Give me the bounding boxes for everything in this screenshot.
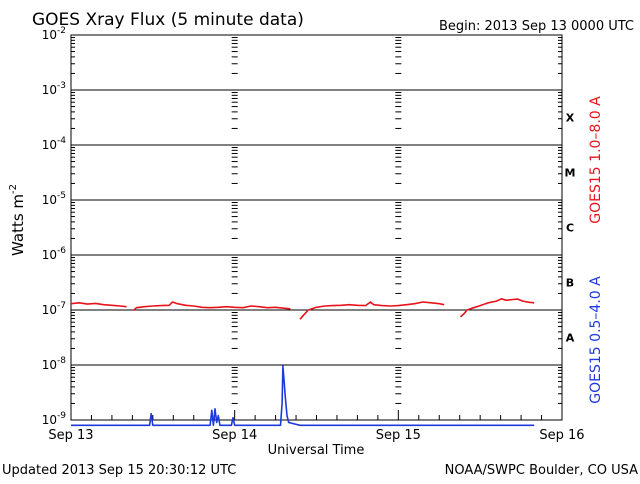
legend-goes15-short: GOES15 0.5–4.0 A bbox=[588, 276, 604, 404]
x-tick-labels: Sep 13 Sep 14 Sep 15 Sep 16 bbox=[48, 428, 584, 443]
chart-title: GOES Xray Flux (5 minute data) bbox=[32, 10, 304, 30]
y-tick-label: 10-7 bbox=[42, 301, 66, 317]
y-tick-label: 10-2 bbox=[42, 26, 66, 42]
y-tick-label: 10-3 bbox=[42, 81, 66, 97]
y-axis-label-base: Watts m bbox=[9, 194, 27, 256]
y-tick-exponent: -3 bbox=[57, 81, 66, 91]
begin-label: Begin: 2013 Sep 13 0000 UTC bbox=[439, 19, 634, 34]
y-tick-label: 10-6 bbox=[42, 246, 67, 262]
updated-timestamp: Updated 2013 Sep 15 20:30:12 UTC bbox=[2, 463, 236, 478]
flare-class-label: B bbox=[566, 277, 574, 290]
y-tick-base: 10 bbox=[42, 83, 57, 97]
flare-class-label: X bbox=[566, 112, 575, 125]
x-tick-label: Sep 14 bbox=[212, 428, 257, 443]
series-goes15-long bbox=[70, 298, 535, 320]
y-tick-exponent: -8 bbox=[57, 356, 66, 366]
y-tick-base: 10 bbox=[42, 248, 57, 262]
y-tick-label: 10-9 bbox=[42, 411, 67, 427]
y-tick-exponent: -7 bbox=[57, 301, 66, 311]
y-tick-labels: 10-210-310-410-510-610-710-810-9 bbox=[42, 26, 67, 427]
legend-goes15-long: GOES15 1.0–8.0 A bbox=[588, 96, 604, 224]
flare-class-label: A bbox=[566, 332, 575, 345]
y-tick-exponent: -5 bbox=[57, 191, 66, 201]
plot-frame bbox=[70, 34, 563, 421]
flare-class-label: M bbox=[565, 167, 576, 180]
y-tick-label: 10-4 bbox=[42, 136, 67, 152]
y-tick-base: 10 bbox=[42, 28, 57, 42]
y-tick-label: 10-5 bbox=[42, 191, 66, 207]
y-axis-label-exponent: -2 bbox=[8, 184, 19, 194]
x-tick-label: Sep 15 bbox=[376, 428, 421, 443]
y-tick-base: 10 bbox=[42, 358, 57, 372]
y-tick-label: 10-8 bbox=[42, 356, 67, 372]
y-tick-exponent: -6 bbox=[57, 246, 66, 256]
y-tick-base: 10 bbox=[42, 413, 57, 427]
plot-grid bbox=[70, 34, 563, 421]
x-axis-label: Universal Time bbox=[268, 443, 365, 458]
source-label: NOAA/SWPC Boulder, CO USA bbox=[445, 463, 638, 478]
y-tick-base: 10 bbox=[42, 138, 57, 152]
y-tick-base: 10 bbox=[42, 303, 57, 317]
y-tick-exponent: -9 bbox=[57, 411, 66, 421]
flare-class-labels: X M C B A bbox=[565, 112, 576, 345]
x-tick-label: Sep 13 bbox=[48, 428, 93, 443]
flare-class-label: C bbox=[566, 222, 574, 235]
series-goes15-short bbox=[71, 365, 535, 427]
y-tick-exponent: -2 bbox=[57, 26, 66, 36]
x-tick-label: Sep 16 bbox=[539, 428, 584, 443]
svg-text:Watts m-2: Watts m-2 bbox=[8, 184, 27, 256]
y-axis-label: Watts m-2 bbox=[8, 184, 27, 256]
y-tick-exponent: -4 bbox=[57, 136, 66, 146]
y-tick-base: 10 bbox=[42, 193, 57, 207]
series-layer bbox=[70, 298, 535, 427]
